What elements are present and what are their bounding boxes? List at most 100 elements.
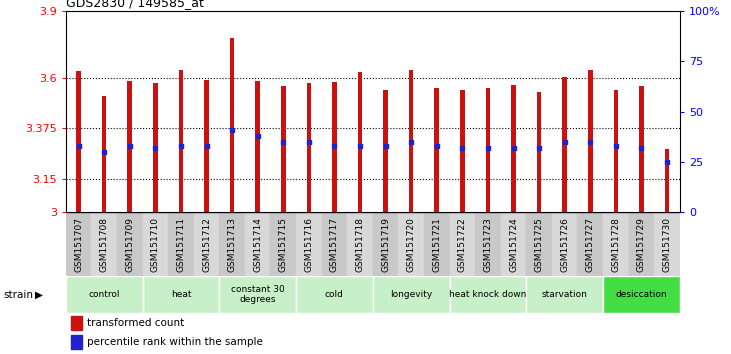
Text: GSM151730: GSM151730 — [662, 217, 672, 273]
Bar — [654, 212, 680, 276]
Text: GSM151710: GSM151710 — [151, 217, 160, 273]
Bar — [562, 77, 567, 212]
Point — [610, 143, 621, 149]
Point — [277, 139, 289, 144]
Text: GSM151727: GSM151727 — [586, 217, 595, 272]
Bar — [398, 212, 424, 276]
Bar — [296, 276, 373, 313]
Bar — [409, 70, 414, 212]
Bar — [143, 276, 219, 313]
Text: heat: heat — [170, 290, 192, 299]
Point — [380, 143, 392, 149]
Text: transformed count: transformed count — [87, 319, 184, 329]
Bar — [450, 276, 526, 313]
Bar — [281, 86, 286, 212]
Bar — [511, 85, 516, 212]
Bar — [475, 212, 501, 276]
Bar — [347, 212, 373, 276]
Bar — [296, 212, 322, 276]
Text: GSM151717: GSM151717 — [330, 217, 339, 273]
Bar — [219, 212, 245, 276]
Text: GSM151711: GSM151711 — [176, 217, 186, 273]
Bar — [603, 212, 629, 276]
Bar — [332, 82, 337, 212]
Point — [354, 143, 366, 149]
Point — [482, 145, 494, 151]
Bar — [270, 212, 296, 276]
Bar — [526, 276, 603, 313]
Point — [456, 145, 469, 151]
Bar — [552, 212, 577, 276]
Point — [73, 143, 84, 149]
Bar — [603, 276, 680, 313]
Text: GSM151723: GSM151723 — [483, 217, 493, 272]
Text: ▶: ▶ — [35, 290, 43, 300]
Text: control: control — [88, 290, 120, 299]
Point — [405, 139, 417, 144]
Bar — [501, 212, 526, 276]
Text: GSM151720: GSM151720 — [406, 217, 416, 272]
Bar — [373, 212, 398, 276]
Bar — [629, 212, 654, 276]
Bar — [230, 38, 235, 212]
Text: GSM151713: GSM151713 — [227, 217, 237, 273]
Bar — [639, 86, 644, 212]
Text: starvation: starvation — [542, 290, 588, 299]
Text: GSM151714: GSM151714 — [253, 217, 262, 272]
Bar — [102, 96, 107, 212]
Text: GSM151709: GSM151709 — [125, 217, 135, 273]
Bar — [143, 212, 168, 276]
Bar — [537, 92, 542, 212]
Bar — [168, 212, 194, 276]
Bar — [255, 81, 260, 212]
Text: longevity: longevity — [390, 290, 432, 299]
Bar — [577, 212, 603, 276]
Point — [558, 139, 570, 144]
Text: GSM151721: GSM151721 — [432, 217, 442, 272]
Text: GSM151715: GSM151715 — [279, 217, 288, 273]
Text: GDS2830 / 149585_at: GDS2830 / 149585_at — [66, 0, 204, 10]
Bar — [306, 84, 311, 212]
Bar — [424, 212, 450, 276]
Text: cold: cold — [325, 290, 344, 299]
Text: GSM151722: GSM151722 — [458, 217, 467, 272]
Bar — [245, 212, 270, 276]
Bar — [91, 212, 117, 276]
Bar — [460, 90, 465, 212]
Text: GSM151708: GSM151708 — [99, 217, 109, 273]
Text: GSM151707: GSM151707 — [74, 217, 83, 273]
Text: GSM151724: GSM151724 — [509, 217, 518, 272]
Text: percentile rank within the sample: percentile rank within the sample — [87, 337, 262, 347]
Text: strain: strain — [4, 290, 34, 300]
Bar — [219, 276, 296, 313]
Bar — [322, 212, 347, 276]
Bar — [153, 84, 158, 212]
Text: GSM151716: GSM151716 — [304, 217, 314, 273]
Bar — [383, 90, 388, 212]
Text: GSM151729: GSM151729 — [637, 217, 646, 272]
Bar — [664, 148, 670, 212]
Bar — [450, 212, 475, 276]
Point — [175, 143, 187, 149]
Bar — [71, 335, 82, 349]
Point — [431, 143, 442, 149]
Bar — [526, 212, 552, 276]
Point — [534, 145, 545, 151]
Bar — [66, 276, 143, 313]
Point — [303, 139, 315, 144]
Point — [149, 145, 161, 151]
Bar — [71, 316, 82, 330]
Bar — [357, 72, 363, 212]
Bar — [66, 212, 91, 276]
Text: desiccation: desiccation — [616, 290, 667, 299]
Point — [98, 149, 110, 155]
Bar — [373, 276, 450, 313]
Bar — [194, 212, 219, 276]
Bar — [76, 71, 81, 212]
Text: GSM151718: GSM151718 — [355, 217, 365, 273]
Point — [200, 143, 212, 149]
Bar — [588, 70, 593, 212]
Bar — [485, 88, 491, 212]
Text: heat knock down: heat knock down — [450, 290, 526, 299]
Bar — [178, 70, 183, 212]
